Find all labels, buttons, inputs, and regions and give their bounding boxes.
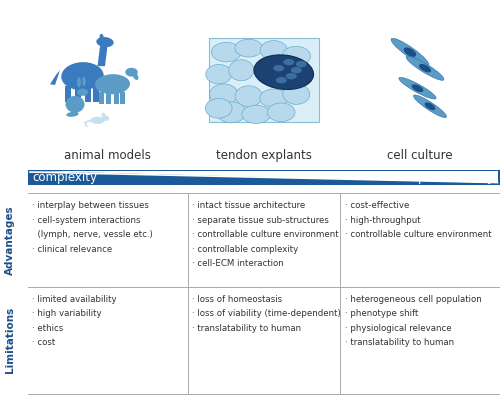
Bar <box>98 92 103 104</box>
Ellipse shape <box>204 99 234 118</box>
Ellipse shape <box>213 42 240 62</box>
Text: · cell-ECM interaction: · cell-ECM interaction <box>192 259 284 268</box>
Ellipse shape <box>424 102 436 110</box>
Ellipse shape <box>236 38 262 59</box>
Ellipse shape <box>414 95 446 117</box>
Ellipse shape <box>66 96 84 113</box>
Text: Limitations: Limitations <box>5 307 15 373</box>
Bar <box>28 170 500 185</box>
Text: · cost-effective: · cost-effective <box>345 201 410 210</box>
Bar <box>120 92 124 104</box>
Text: · cost: · cost <box>32 338 56 347</box>
Ellipse shape <box>218 103 245 121</box>
Bar <box>114 92 118 104</box>
Ellipse shape <box>132 72 138 80</box>
Ellipse shape <box>404 47 416 57</box>
Ellipse shape <box>412 84 424 92</box>
Ellipse shape <box>296 61 307 67</box>
Ellipse shape <box>284 59 294 65</box>
Text: complexity: complexity <box>32 171 98 184</box>
Ellipse shape <box>291 67 302 73</box>
Text: · loss of homeostasis: · loss of homeostasis <box>192 295 282 304</box>
Text: · interplay between tissues: · interplay between tissues <box>32 201 150 210</box>
Bar <box>65 86 71 102</box>
Polygon shape <box>98 46 108 66</box>
Text: · translatability to human: · translatability to human <box>192 324 302 332</box>
Ellipse shape <box>62 62 104 90</box>
Text: cell culture: cell culture <box>387 150 453 162</box>
Text: practicability: practicability <box>418 171 495 184</box>
Ellipse shape <box>254 55 314 89</box>
Ellipse shape <box>66 112 78 117</box>
Bar <box>92 86 98 102</box>
Text: · phenotype shift: · phenotype shift <box>345 309 418 318</box>
Ellipse shape <box>391 38 429 66</box>
Ellipse shape <box>102 115 110 121</box>
Ellipse shape <box>406 56 444 80</box>
Text: · high-throughput: · high-throughput <box>345 216 420 225</box>
Ellipse shape <box>96 37 114 47</box>
Text: · controllable culture environment: · controllable culture environment <box>192 230 339 239</box>
Text: animal models: animal models <box>64 150 151 162</box>
Polygon shape <box>50 70 60 85</box>
Ellipse shape <box>77 77 81 87</box>
Text: · cell-system interactions: · cell-system interactions <box>32 216 141 225</box>
Ellipse shape <box>282 85 310 103</box>
Ellipse shape <box>125 68 138 77</box>
Ellipse shape <box>268 103 295 121</box>
Bar <box>85 86 91 102</box>
Ellipse shape <box>100 34 103 40</box>
Ellipse shape <box>399 77 436 99</box>
Ellipse shape <box>242 105 271 124</box>
Ellipse shape <box>276 77 287 83</box>
Bar <box>106 92 111 104</box>
Text: · translatability to human: · translatability to human <box>345 338 454 347</box>
Text: · intact tissue architecture: · intact tissue architecture <box>192 201 306 210</box>
Ellipse shape <box>206 64 232 84</box>
Ellipse shape <box>236 87 262 105</box>
Ellipse shape <box>209 84 238 104</box>
Text: (lymph, nerve, vessle etc.): (lymph, nerve, vessle etc.) <box>32 230 153 239</box>
Text: Advantages: Advantages <box>5 205 15 275</box>
Ellipse shape <box>102 113 106 116</box>
Ellipse shape <box>255 61 282 81</box>
Ellipse shape <box>82 77 86 86</box>
Ellipse shape <box>283 47 310 66</box>
Ellipse shape <box>259 41 288 60</box>
FancyBboxPatch shape <box>209 38 319 122</box>
Text: · high variability: · high variability <box>32 309 102 318</box>
Ellipse shape <box>228 61 255 79</box>
Text: · controllable complexity: · controllable complexity <box>192 245 299 253</box>
Text: · ethics: · ethics <box>32 324 64 332</box>
Bar <box>75 86 81 102</box>
Ellipse shape <box>77 89 88 96</box>
Ellipse shape <box>286 73 297 79</box>
Ellipse shape <box>90 117 104 124</box>
Text: · separate tissue sub-structures: · separate tissue sub-structures <box>192 216 330 225</box>
Ellipse shape <box>274 65 284 71</box>
Text: · physiological relevance: · physiological relevance <box>345 324 452 332</box>
Text: · limited availability: · limited availability <box>32 295 117 304</box>
Text: tendon explants: tendon explants <box>216 150 312 162</box>
Ellipse shape <box>419 64 431 73</box>
Polygon shape <box>30 171 498 183</box>
Ellipse shape <box>95 74 130 94</box>
Text: · heterogeneous cell population: · heterogeneous cell population <box>345 295 482 304</box>
Text: · controllable culture environment: · controllable culture environment <box>345 230 492 239</box>
Text: · loss of viability (time-dependent): · loss of viability (time-dependent) <box>192 309 341 318</box>
Text: · clinical relevance: · clinical relevance <box>32 245 113 253</box>
Ellipse shape <box>280 65 306 83</box>
Ellipse shape <box>260 88 287 109</box>
